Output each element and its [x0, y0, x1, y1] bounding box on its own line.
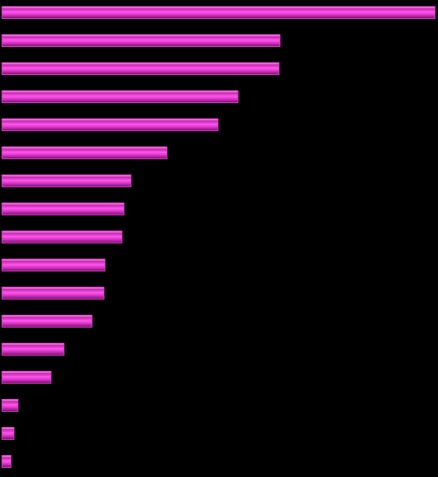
bar — [1, 286, 105, 300]
bar — [1, 258, 106, 272]
bar — [1, 342, 65, 356]
bar — [1, 146, 168, 160]
bar — [1, 34, 281, 47]
bar — [1, 174, 132, 188]
bar — [1, 427, 15, 440]
bar — [1, 118, 219, 132]
bar — [1, 455, 12, 468]
bar — [1, 314, 93, 328]
bar — [1, 62, 280, 76]
bar — [1, 398, 19, 412]
bar — [1, 202, 125, 216]
bar — [1, 6, 436, 19]
bar — [1, 230, 123, 244]
bar — [1, 90, 239, 104]
bar — [1, 370, 52, 384]
